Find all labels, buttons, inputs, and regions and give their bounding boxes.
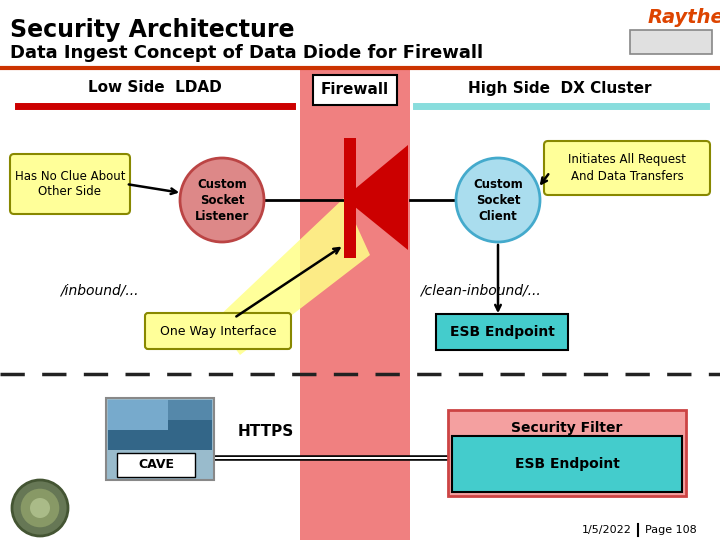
Text: Custom
Socket
Listener: Custom Socket Listener — [195, 178, 249, 222]
Polygon shape — [215, 198, 370, 355]
FancyBboxPatch shape — [117, 453, 195, 477]
FancyBboxPatch shape — [436, 314, 568, 350]
Polygon shape — [344, 145, 408, 250]
FancyBboxPatch shape — [544, 141, 710, 195]
Text: HTTPS: HTTPS — [238, 424, 294, 440]
Text: Security Architecture: Security Architecture — [10, 18, 294, 42]
Text: Initiates All Request
And Data Transfers: Initiates All Request And Data Transfers — [568, 153, 686, 183]
Text: ESB Endpoint: ESB Endpoint — [515, 457, 619, 471]
FancyBboxPatch shape — [145, 313, 291, 349]
FancyBboxPatch shape — [313, 75, 397, 105]
Text: Firewall: Firewall — [321, 83, 389, 98]
FancyBboxPatch shape — [452, 436, 682, 492]
Text: Custom
Socket
Client: Custom Socket Client — [473, 178, 523, 222]
Text: Low Side  LDAD: Low Side LDAD — [88, 80, 222, 96]
Text: /inbound/...: /inbound/... — [60, 283, 138, 297]
Bar — [106, 398, 214, 480]
Text: Data Ingest Concept of Data Diode for Firewall: Data Ingest Concept of Data Diode for Fi… — [10, 44, 483, 62]
Circle shape — [20, 488, 60, 528]
Bar — [108, 400, 212, 450]
Bar — [108, 400, 168, 430]
Circle shape — [180, 158, 264, 242]
FancyBboxPatch shape — [630, 30, 712, 54]
Circle shape — [30, 498, 50, 518]
Text: Security: Security — [642, 35, 700, 49]
Text: Has No Clue About
Other Side: Has No Clue About Other Side — [14, 170, 125, 198]
Text: High Side  DX Cluster: High Side DX Cluster — [468, 80, 652, 96]
Text: One Way Interface: One Way Interface — [160, 325, 276, 338]
Text: Raytheon: Raytheon — [648, 8, 720, 27]
Text: Security Filter: Security Filter — [511, 421, 623, 435]
Text: CAVE: CAVE — [138, 458, 174, 471]
Text: /clean-inbound/...: /clean-inbound/... — [420, 283, 541, 297]
Circle shape — [456, 158, 540, 242]
Bar — [344, 138, 356, 258]
Bar — [108, 420, 212, 450]
FancyBboxPatch shape — [10, 154, 130, 214]
FancyBboxPatch shape — [448, 410, 686, 496]
Bar — [300, 68, 410, 540]
Text: 1/5/2022: 1/5/2022 — [582, 525, 632, 535]
Circle shape — [12, 480, 68, 536]
Text: Page 108: Page 108 — [645, 525, 697, 535]
Text: ESB Endpoint: ESB Endpoint — [449, 325, 554, 339]
